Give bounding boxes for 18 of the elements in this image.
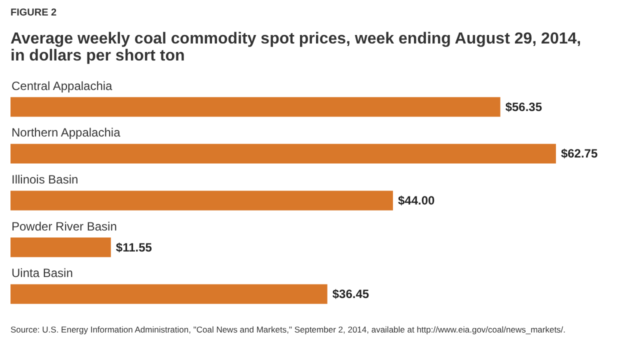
y-tick-label: Uinta Basin [12, 266, 73, 280]
chart-title: Average weekly coal commodity spot prices, week ending August 29, 2014, in dollars per short ton [10, 30, 582, 64]
source-note: Source: U.S. Energy Information Administration, "Coal News and Markets," September 2, 2014, available at http://www.eia.gov/coal/news_markets/. [10, 324, 566, 334]
bar [10, 284, 328, 304]
data-label: $36.45 [332, 287, 370, 302]
bar [10, 97, 500, 117]
bar [10, 144, 556, 164]
y-tick-label: Illinois Basin [12, 172, 78, 186]
data-label: $11.55 [116, 240, 152, 254]
bar [10, 190, 393, 210]
y-tick-label: Central Appalachia [12, 78, 113, 93]
caption: FIGURE 2 [10, 8, 58, 18]
data-label: $62.75 [560, 146, 598, 161]
data-label: $56.35 [505, 100, 542, 114]
y-tick-label: Powder River Basin [12, 219, 117, 234]
data-label: $44.00 [398, 194, 435, 208]
y-tick-label: Northern Appalachia [12, 126, 121, 140]
bar [10, 237, 111, 258]
